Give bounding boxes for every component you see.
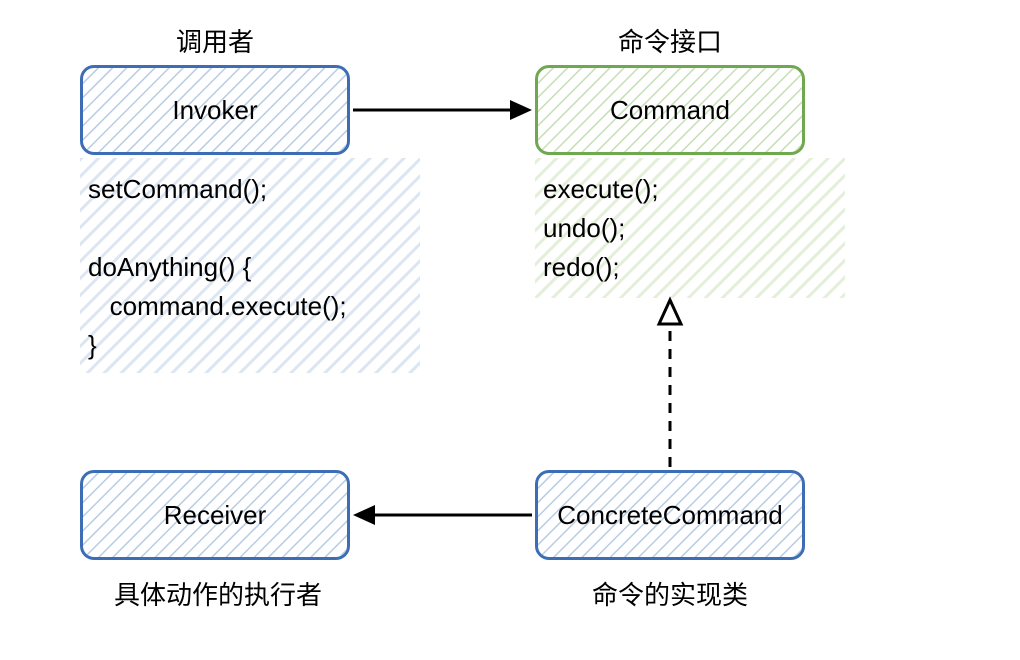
diagram-canvas: 调用者 命令接口 Invoker Command setCommand(); d…: [0, 0, 1020, 660]
receiver-caption: 具体动作的执行者: [108, 575, 328, 612]
invoker-node: Invoker: [80, 65, 350, 155]
concrete-node: ConcreteCommand: [535, 470, 805, 560]
concrete-label: ConcreteCommand: [557, 500, 782, 531]
receiver-label: Receiver: [164, 500, 267, 531]
command-methods: execute(); undo(); redo();: [543, 170, 659, 287]
concrete-caption: 命令的实现类: [580, 575, 760, 612]
invoker-methods: setCommand(); doAnything() { command.exe…: [88, 170, 347, 365]
invoker-caption: 调用者: [170, 22, 260, 59]
receiver-node: Receiver: [80, 470, 350, 560]
command-node: Command: [535, 65, 805, 155]
command-label: Command: [610, 95, 730, 126]
invoker-label: Invoker: [172, 95, 257, 126]
command-caption: 命令接口: [610, 22, 730, 59]
